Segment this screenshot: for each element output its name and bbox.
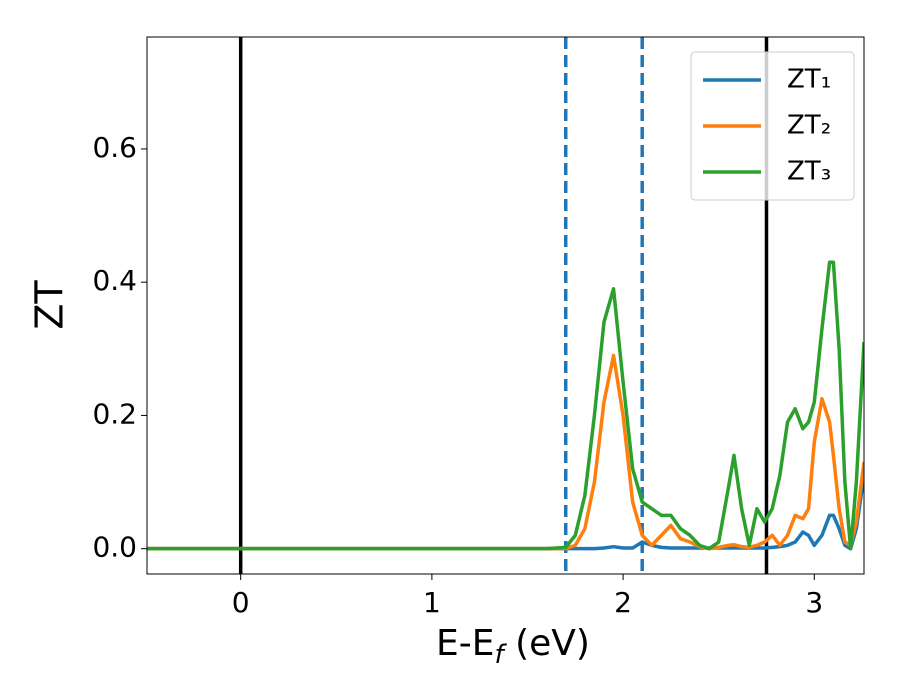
series-line	[147, 475, 864, 551]
x-tick-label: 3	[805, 586, 823, 619]
x-axis-label: E-Ef (eV)	[436, 623, 590, 670]
x-tick-label: 2	[614, 586, 632, 619]
plot-frame	[146, 36, 865, 575]
series-line	[147, 260, 864, 551]
y-tick-label: 0.0	[92, 531, 137, 564]
legend-label: ZT₁	[787, 65, 831, 95]
y-tick-label: 0.6	[92, 131, 137, 164]
legend-label: ZT₂	[787, 111, 831, 141]
y-axis-label: ZT	[28, 280, 72, 330]
y-tick-label: 0.4	[92, 264, 137, 297]
x-label-part: (eV)	[504, 623, 590, 664]
plot-area	[147, 37, 864, 574]
legend-label: ZT₃	[787, 157, 831, 187]
x-tick-label: 0	[232, 586, 250, 619]
series-line	[147, 353, 864, 551]
legend-box	[690, 51, 855, 201]
y-tick-label: 0.2	[92, 397, 137, 430]
x-label-part: E-E	[436, 623, 494, 664]
x-tick-label: 1	[423, 586, 441, 619]
